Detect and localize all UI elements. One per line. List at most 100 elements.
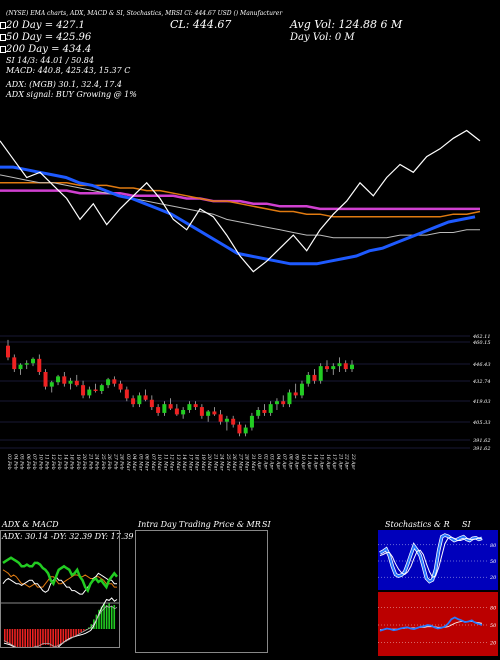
- avg-vol-label: Avg Vol: 124.88 6 M: [290, 18, 403, 31]
- macd-bar: [14, 629, 16, 647]
- date-label: 24 Mar: [219, 453, 225, 471]
- intraday-panel: [135, 530, 268, 653]
- date-label: 04 Feb: [12, 454, 18, 470]
- stoch-tick-label: 50: [490, 559, 497, 565]
- candle-body: [68, 380, 73, 384]
- top-label: (NYSE) EMA charts, ADX, MACD & SI, Stoch…: [6, 10, 283, 17]
- date-label: 31 Mar: [250, 454, 256, 471]
- candle-body: [268, 404, 273, 413]
- date-label: 27 Mar: [237, 453, 243, 471]
- adx-label: ADX: (MGB) 30.1, 32.4, 17.4: [6, 80, 122, 89]
- macd-bar: [4, 629, 6, 642]
- stoch-tick-label: 80: [490, 543, 497, 549]
- candle-body: [306, 374, 311, 384]
- ema20-swatch: [0, 22, 6, 29]
- candle-body: [249, 415, 254, 428]
- price-tick-label: 391.62: [473, 438, 491, 444]
- macd-label: MACD: 440.8, 425.43, 15.37 C: [6, 66, 131, 75]
- candle-body: [149, 399, 154, 408]
- candle-body: [81, 385, 86, 396]
- macd-bar: [54, 629, 57, 647]
- date-label: 25 Feb: [100, 453, 106, 470]
- macd-line: [3, 597, 118, 647]
- date-label: 11 Feb: [44, 454, 50, 470]
- macd-bar: [29, 629, 32, 647]
- close-label: CL: 444.67: [170, 18, 232, 31]
- date-label: 11 Mar: [162, 454, 168, 471]
- ema200-label: 200 Day = 434.4: [6, 44, 92, 55]
- date-label: 04 Mar: [131, 454, 137, 471]
- candle-body: [137, 395, 142, 405]
- candle-body: [331, 366, 336, 370]
- stochastic-chart: 80 50 20: [378, 530, 498, 590]
- date-label: 06 Mar: [144, 454, 150, 471]
- price-tick-label: 391.62: [473, 446, 491, 452]
- date-label: 20 Mar: [206, 453, 212, 471]
- candle-body: [174, 408, 179, 415]
- macd-bar: [60, 629, 62, 645]
- macd-bar: [85, 629, 88, 630]
- date-label: 06 Feb: [25, 454, 31, 470]
- adx-panel-title: ADX & MACD: [2, 520, 59, 529]
- macd-bar: [21, 629, 24, 647]
- date-label: 24 Feb: [94, 453, 100, 470]
- candle-body: [181, 410, 186, 415]
- candle-body: [118, 383, 123, 390]
- date-label: 18 Feb: [69, 454, 75, 470]
- adx-green-line: [2, 556, 118, 594]
- candle-body: [218, 414, 223, 422]
- candle-body: [168, 404, 173, 409]
- candle-body: [231, 418, 236, 425]
- rsi-chart: 80 50 20: [378, 592, 498, 656]
- date-label: 01 Apr: [256, 454, 262, 470]
- candle-body: [106, 379, 111, 386]
- macd-bar: [9, 629, 11, 645]
- candle-body: [74, 380, 79, 386]
- macd-bar: [24, 629, 26, 647]
- ema-mid-line: [0, 174, 480, 239]
- day-vol-label: Day Vol: 0 M: [290, 32, 355, 43]
- date-label: 03 Mar: [125, 454, 131, 471]
- candle-body: [43, 372, 48, 387]
- date-label: 03 Feb: [6, 454, 12, 470]
- date-label: 21 Feb: [87, 453, 93, 470]
- date-label: 14 Feb: [62, 454, 68, 470]
- candle-body: [243, 427, 248, 434]
- candle-body: [24, 363, 29, 365]
- candle-body: [287, 392, 292, 405]
- macd-bar: [26, 629, 29, 647]
- date-label: 20 Feb: [81, 453, 87, 470]
- date-label: 11 Apr: [306, 454, 312, 470]
- date-label: 21 Apr: [337, 453, 343, 470]
- candle-body: [274, 401, 279, 405]
- candle-body: [62, 376, 67, 384]
- macd-bar: [49, 629, 52, 647]
- price-tick-label: 446.43: [472, 362, 491, 368]
- adx-chart: [0, 530, 120, 648]
- candle-body: [87, 389, 92, 396]
- candle-body: [343, 363, 348, 370]
- price-tick-label: 462.11: [472, 334, 491, 340]
- macd-bar: [11, 629, 14, 647]
- date-label: 12 Mar: [169, 454, 175, 471]
- candle-body: [324, 366, 329, 370]
- macd-bar: [113, 605, 116, 629]
- candle-body: [162, 404, 167, 413]
- candle-body: [49, 382, 54, 387]
- date-label: 14 Apr: [312, 454, 318, 470]
- date-label: 02 Apr: [262, 454, 268, 470]
- candle-body: [143, 395, 148, 400]
- candle-body: [6, 345, 10, 358]
- ema50-swatch: [0, 34, 6, 41]
- date-label: 26 Mar: [231, 453, 237, 471]
- candle-body: [224, 418, 229, 422]
- candle-body: [312, 374, 317, 381]
- macd-bar: [110, 606, 113, 629]
- macd-bar: [32, 629, 34, 647]
- candle-body: [124, 389, 129, 399]
- date-label: 28 Mar: [244, 453, 250, 471]
- macd-bar: [6, 629, 9, 644]
- candle-body: [299, 383, 304, 396]
- macd-bar: [52, 629, 54, 647]
- price-line: [0, 129, 481, 273]
